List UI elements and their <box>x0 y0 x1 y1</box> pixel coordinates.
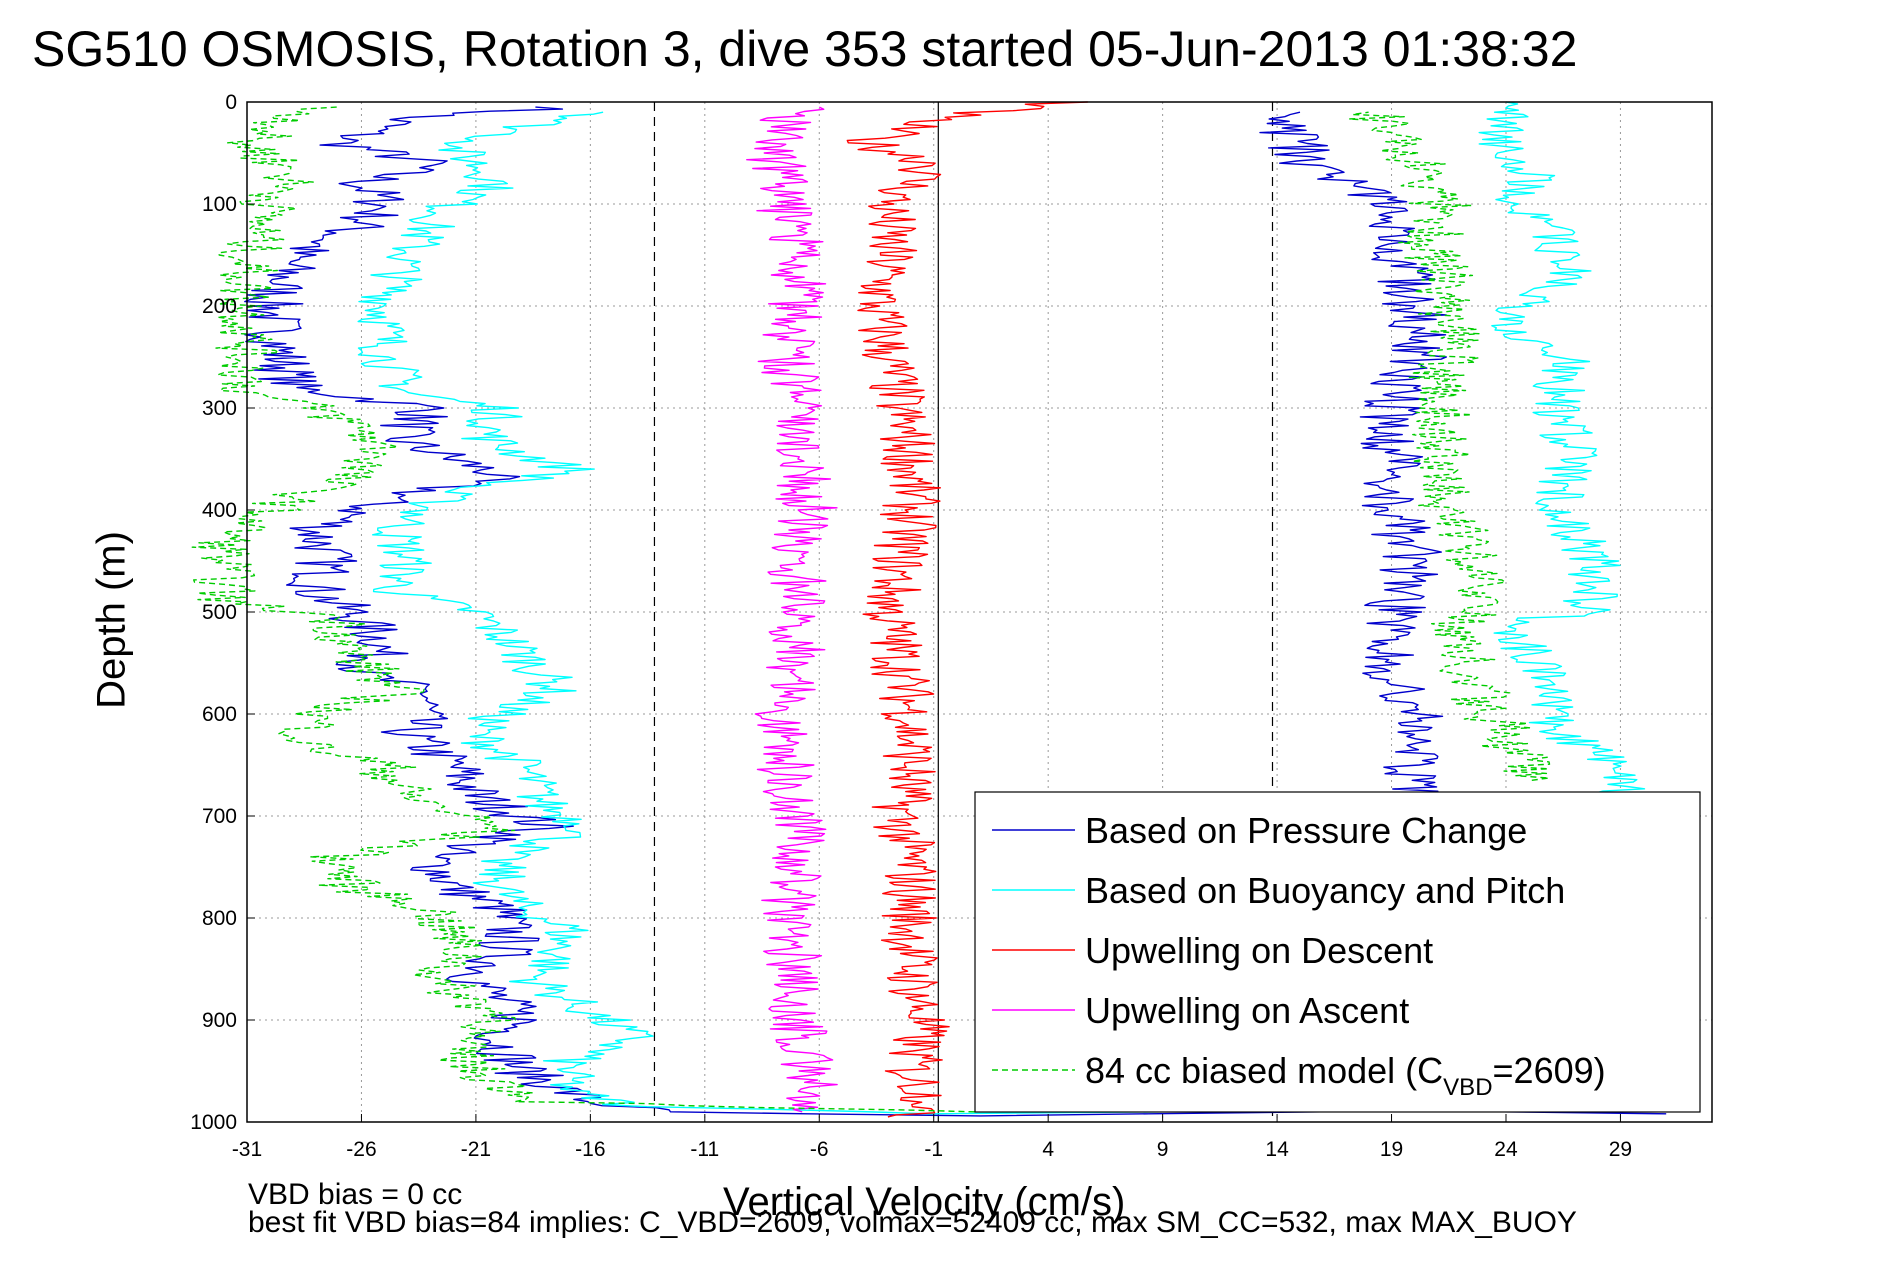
y-tick-label: 500 <box>202 601 237 624</box>
y-tick-label: 600 <box>202 703 237 726</box>
series-based-on-buoyancy-and-pitch-line <box>357 111 1644 1115</box>
footer-best-fit: best fit VBD bias=84 implies: C_VBD=2609… <box>248 1206 1577 1239</box>
x-tick-label: 29 <box>1609 1138 1632 1161</box>
y-tick-label: 700 <box>202 805 237 828</box>
legend-label-subscript: VBD <box>1443 1074 1492 1101</box>
legend-label-text: 84 cc biased model (C <box>1085 1050 1443 1091</box>
series-layer <box>191 101 1667 1118</box>
x-axis-label: Vertical Velocity (cm/s) <box>723 1180 1126 1224</box>
footer-vbd-bias: VBD bias = 0 cc <box>248 1178 463 1211</box>
legend-label-end: =2609) <box>1493 1050 1606 1091</box>
series-based-on-pressure-change-line <box>244 106 1667 1117</box>
x-tick-label: -31 <box>232 1138 262 1161</box>
y-tick-label: 200 <box>202 295 237 318</box>
x-tick-label: -16 <box>575 1138 605 1161</box>
legend-box <box>974 791 1701 1113</box>
x-tick-label: -21 <box>461 1138 491 1161</box>
x-tick-label: 19 <box>1380 1138 1403 1161</box>
legend-label: Based on Buoyancy and Pitch <box>1085 870 1565 911</box>
y-tick-label: 800 <box>202 907 237 930</box>
series-based-on-buoyancy-and-pitch-ascent-line <box>1478 101 1646 797</box>
y-tick-label: 1000 <box>190 1111 237 1134</box>
legend-label-text: Based on Pressure Change <box>1085 810 1527 851</box>
chart-title: SG510 OSMOSIS, Rotation 3, dive 353 star… <box>32 21 1578 77</box>
reference-lines <box>653 102 1274 1122</box>
legend-label: 84 cc biased model (CVBD=2609) <box>1085 1050 1606 1101</box>
legend-label: Upwelling on Ascent <box>1085 990 1409 1031</box>
tick-layer: -31 -26 -21 -16 -11 -6 -1 4 9 14 19 24 29 0 100 200 300 4… <box>190 91 1632 1161</box>
series-based-on-pressure-change-ascent-line <box>1259 111 1447 797</box>
legend-label-text: Upwelling on Descent <box>1085 930 1433 971</box>
legend-label-text: Upwelling on Ascent <box>1085 990 1409 1031</box>
series-upwelling-on-ascent-line <box>746 106 838 1113</box>
legend-label-text: Based on Buoyancy and Pitch <box>1085 870 1565 911</box>
y-tick-label: 400 <box>202 499 237 522</box>
x-tick-label: 9 <box>1157 1138 1169 1161</box>
x-tick-label: -6 <box>810 1138 829 1161</box>
legend-label: Based on Pressure Change <box>1085 810 1527 851</box>
y-tick-label: 300 <box>202 397 237 420</box>
series-upwelling-on-descent-line <box>846 101 1088 1118</box>
x-tick-label: 24 <box>1494 1138 1518 1161</box>
y-tick-label: 0 <box>225 91 237 114</box>
x-tick-label: 4 <box>1042 1138 1054 1161</box>
series-84-cc-biased-model-c-vbd-2609-ascent-line <box>1348 111 1551 781</box>
x-tick-label: -11 <box>690 1138 719 1161</box>
x-tick-label: 14 <box>1265 1138 1289 1161</box>
x-tick-label: -1 <box>924 1138 943 1161</box>
series-84-cc-biased-model-c-vbd-2609-line <box>191 106 1529 1113</box>
legend: Based on Pressure Change Based on Buoyanc… <box>974 791 1701 1113</box>
legend-label: Upwelling on Descent <box>1085 930 1433 971</box>
x-tick-label: -26 <box>346 1138 376 1161</box>
y-tick-label: 900 <box>202 1009 237 1032</box>
y-tick-label: 100 <box>202 193 237 216</box>
